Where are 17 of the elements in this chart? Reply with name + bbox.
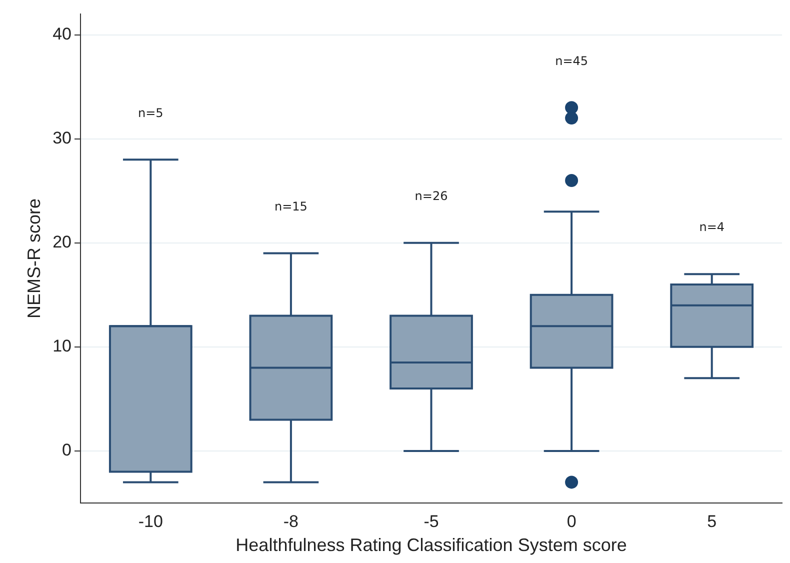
y-tick-label: 0: [62, 440, 72, 460]
x-tick-label: 5: [707, 512, 717, 531]
annotation: n=26: [414, 189, 448, 204]
x-tick-label: -8: [283, 512, 299, 531]
annotation: n=15: [274, 199, 308, 214]
y-tick-label: 20: [52, 232, 72, 252]
x-tick-label: 0: [566, 512, 576, 531]
y-tick-label: 40: [52, 24, 72, 44]
y-axis-title: NEMS-R score: [24, 198, 44, 319]
y-tick-label: 30: [52, 128, 72, 148]
x-tick-label: -10: [138, 512, 163, 531]
annotation: n=4: [699, 220, 724, 234]
x-axis-title: Healthfulness Rating Classification System score: [236, 535, 627, 556]
annotation: n=5: [138, 106, 164, 120]
y-tick-label: 10: [52, 336, 72, 356]
x-tick-label: -5: [424, 512, 439, 531]
annotation: n=45: [555, 54, 588, 68]
